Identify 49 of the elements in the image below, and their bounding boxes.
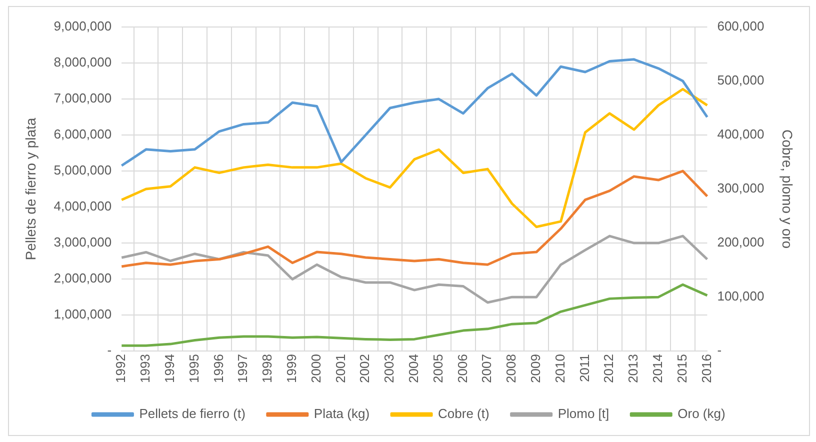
x-tick-label: 2013	[626, 354, 641, 383]
y-tick-label: 3,000,000	[54, 234, 112, 250]
x-tick-label: 1997	[235, 354, 250, 383]
x-tick-label: 1998	[260, 354, 275, 383]
legend-label: Plata (kg)	[314, 406, 370, 422]
x-tick-label: 2008	[504, 354, 519, 383]
legend-label: Plomo [t]	[558, 406, 610, 422]
x-tick-label: 2010	[552, 354, 568, 383]
y-tick-label: 9,000,000	[54, 18, 112, 34]
y-tick-label: 4,000,000	[54, 198, 112, 214]
x-tick-label: 2016	[698, 354, 714, 383]
x-tick-label: 2015	[674, 354, 690, 383]
y2-tick-label: 300,000	[717, 180, 764, 196]
y2-tick-label: 100,000	[717, 288, 764, 304]
x-tick-label: 1994	[162, 354, 178, 383]
y-axis-title: Pellets de fierro y plata	[22, 118, 38, 260]
x-tick-label: 2007	[479, 354, 494, 383]
legend-label: Pellets de fierro (t)	[139, 406, 246, 422]
y-tick-label: 7,000,000	[54, 90, 112, 106]
x-tick-label: 2006	[454, 354, 470, 383]
y2-axis-title: Cobre, plomo y oro	[780, 130, 796, 249]
y2-tick-label: -	[717, 342, 722, 358]
legend-label: Oro (kg)	[678, 406, 726, 422]
y-tick-label: -	[107, 342, 112, 358]
x-tick-label: 2005	[430, 354, 446, 383]
x-tick-label: 2002	[357, 354, 372, 383]
x-tick-label: 1999	[284, 354, 300, 383]
x-tick-label: 1993	[138, 354, 153, 383]
legend-label: Cobre (t)	[438, 406, 490, 422]
x-tick-label: 1996	[210, 354, 226, 383]
y2-tick-label: 400,000	[717, 126, 764, 142]
x-tick-label: 2000	[308, 354, 324, 383]
y2-tick-label: 600,000	[717, 18, 764, 34]
y-tick-label: 8,000,000	[54, 54, 112, 70]
x-tick-label: 1992	[113, 354, 128, 383]
y-tick-label: 6,000,000	[54, 126, 112, 142]
x-tick-label: 2001	[332, 354, 348, 383]
x-tick-label: 2003	[382, 354, 397, 383]
x-tick-label: 2012	[601, 354, 616, 383]
y-tick-label: 5,000,000	[54, 162, 112, 178]
x-tick-label: 1995	[186, 354, 202, 383]
y-tick-label: 1,000,000	[54, 306, 112, 322]
x-tick-label: 2009	[528, 354, 543, 383]
x-tick-label: 2011	[576, 354, 592, 382]
y2-tick-label: 500,000	[717, 72, 764, 88]
y2-tick-label: 200,000	[717, 234, 764, 250]
x-tick-label: 2014	[650, 354, 665, 383]
x-tick-label: 2004	[406, 354, 421, 383]
y-tick-label: 2,000,000	[54, 270, 112, 286]
